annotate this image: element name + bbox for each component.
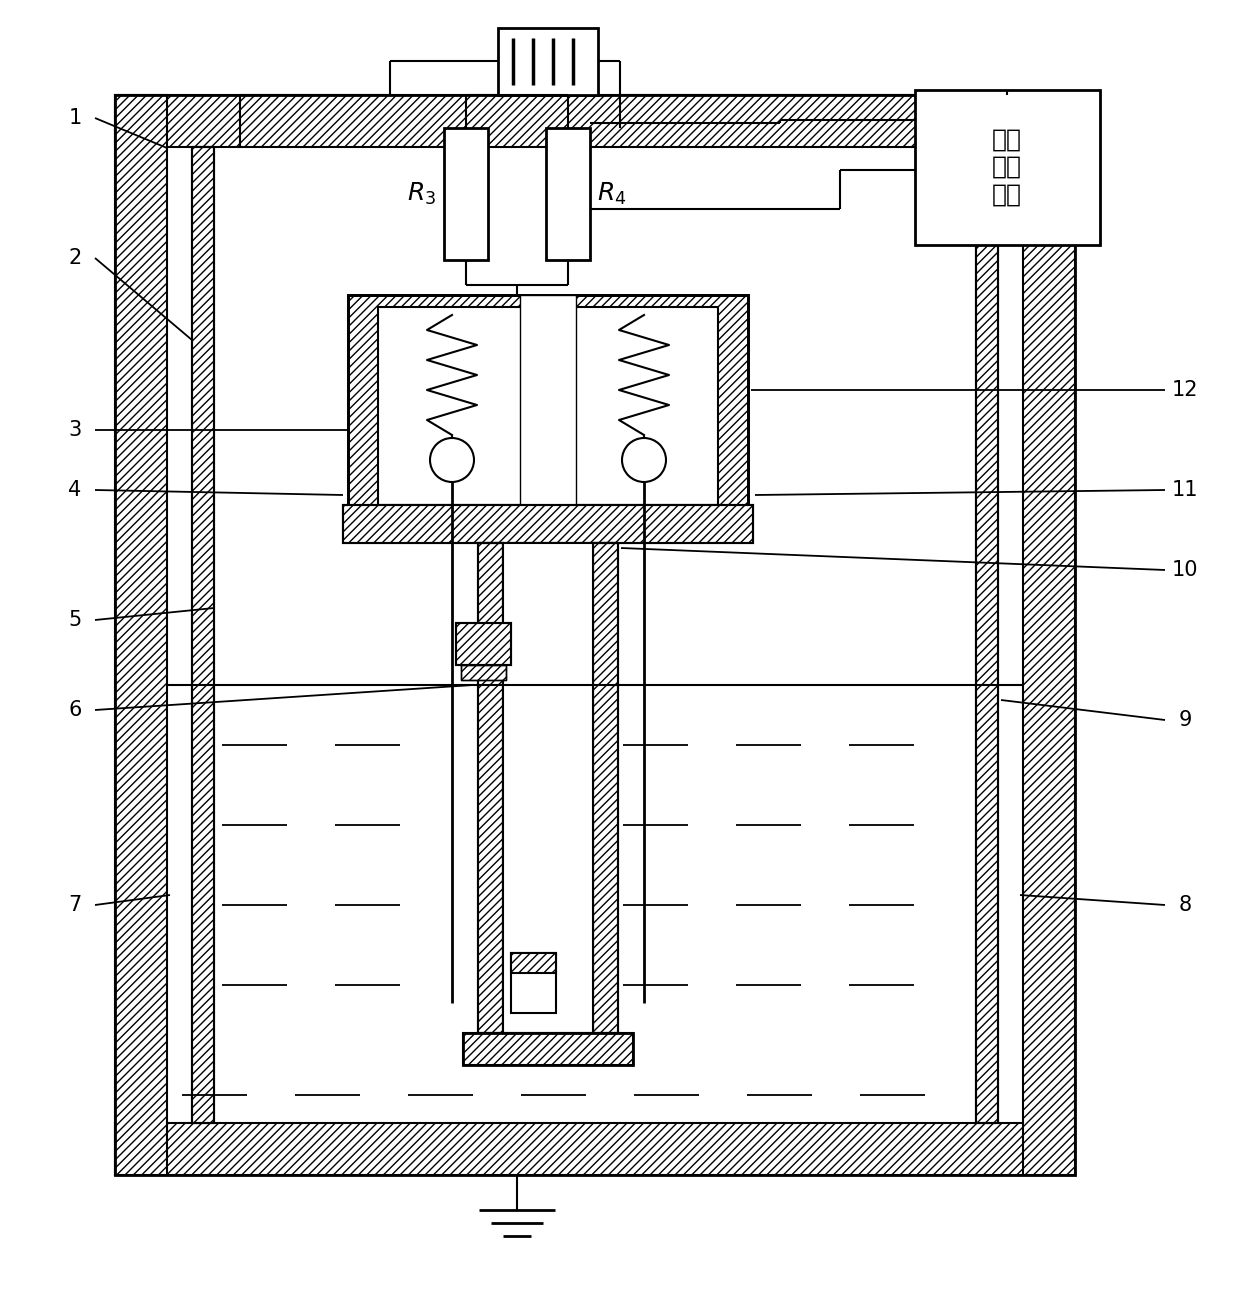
Bar [115, 95, 1075, 1175]
Bar [593, 543, 618, 1033]
Bar [378, 307, 526, 505]
Text: $R_3$: $R_3$ [408, 181, 436, 207]
Circle shape [622, 438, 666, 481]
Text: 8: 8 [1178, 895, 1192, 915]
Text: 4: 4 [68, 480, 82, 500]
Bar [976, 147, 998, 1123]
Text: 3: 3 [68, 420, 82, 440]
Bar [546, 127, 590, 260]
Text: 外部
测量
系统: 外部 测量 系统 [992, 127, 1022, 207]
Bar [192, 147, 215, 1123]
Text: 9: 9 [1178, 710, 1192, 730]
Text: 11: 11 [1172, 480, 1198, 500]
Bar [976, 147, 998, 1123]
Text: 1: 1 [68, 108, 82, 127]
Bar [192, 147, 215, 1123]
Bar [593, 543, 618, 1033]
Bar [503, 543, 593, 1033]
Bar [348, 295, 748, 505]
Bar [915, 90, 1100, 245]
Bar [463, 1033, 632, 1066]
Text: 10: 10 [1172, 559, 1198, 580]
Text: $R_4$: $R_4$ [598, 181, 626, 207]
Text: 2: 2 [68, 248, 82, 268]
Bar [461, 665, 506, 680]
Circle shape [430, 438, 474, 481]
Text: 7: 7 [68, 895, 82, 915]
Text: 6: 6 [68, 700, 82, 719]
Bar [348, 295, 748, 505]
Bar [456, 623, 511, 665]
Bar [456, 623, 511, 665]
Bar [1023, 95, 1075, 1175]
Bar [520, 295, 577, 510]
Bar [498, 29, 598, 95]
Bar [570, 307, 718, 505]
Bar [444, 127, 489, 260]
Bar [115, 95, 167, 1175]
Bar [463, 1033, 632, 1066]
Bar [461, 665, 506, 680]
Bar [115, 95, 1075, 147]
Bar [511, 954, 556, 973]
Bar [115, 1123, 1075, 1175]
Text: 5: 5 [68, 610, 82, 630]
Bar [477, 543, 503, 1033]
Bar [511, 954, 556, 1013]
Text: 12: 12 [1172, 380, 1198, 399]
Bar [343, 505, 753, 543]
Bar [477, 543, 503, 1033]
Bar [343, 505, 753, 543]
